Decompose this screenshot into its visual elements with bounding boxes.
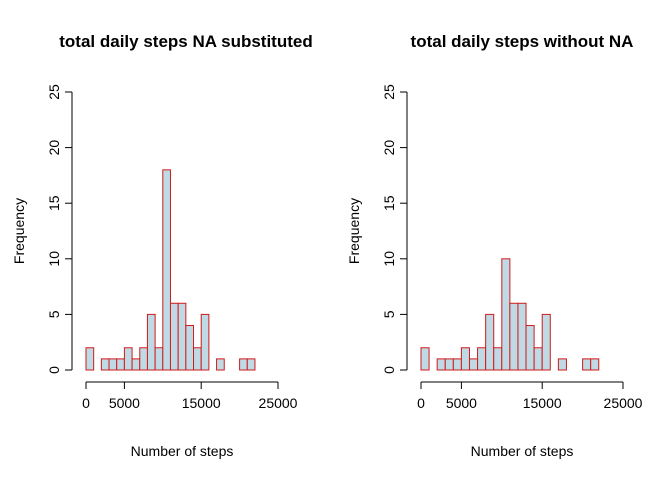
histogram-bar: [131, 358, 141, 371]
x-tick-label: 0: [82, 395, 90, 411]
histogram-bar: [460, 347, 470, 371]
histogram-bar: [582, 358, 592, 371]
histogram-bar: [517, 302, 527, 371]
y-tick-label: 15: [46, 195, 62, 211]
x-tick-label: 5000: [109, 395, 140, 411]
histogram-bar: [509, 302, 519, 371]
histogram-bar: [590, 358, 600, 371]
y-tick-label: 25: [381, 84, 397, 100]
histogram-bar: [485, 313, 495, 371]
histogram-bar: [85, 347, 95, 371]
histogram-bar: [501, 258, 511, 371]
histogram-bar: [493, 347, 503, 371]
y-axis-label: Frequency: [346, 198, 362, 264]
x-tick-label: 25000: [259, 395, 298, 411]
x-tick-label: 0: [417, 395, 425, 411]
histogram-panel-without-na: total daily steps without NA 0 5 10 15 20 25 Fr…: [346, 32, 643, 459]
histogram-bar: [452, 358, 462, 371]
histogram-bar: [477, 347, 487, 371]
y-tick-label: 10: [46, 251, 62, 267]
x-axis-label: Number of steps: [471, 443, 574, 459]
histogram-bar: [239, 358, 248, 371]
histogram-bar: [557, 358, 567, 371]
histogram-bar: [444, 358, 454, 371]
histogram-bar: [420, 347, 430, 371]
y-tick-label: 0: [381, 366, 397, 374]
histogram-bar: [246, 358, 256, 371]
y-tick-label: 5: [46, 310, 62, 318]
x-tick-label: 15000: [523, 395, 562, 411]
chart-title: total daily steps without NA: [411, 32, 634, 51]
histogram-bar: [154, 347, 164, 371]
histogram-bar: [108, 358, 118, 371]
histogram-bar: [436, 358, 446, 371]
y-tick-label: 25: [46, 84, 62, 100]
chart-title: total daily steps NA substituted: [59, 32, 312, 51]
y-tick-label: 15: [381, 195, 397, 211]
histogram-bar: [123, 347, 133, 371]
histogram-bar: [200, 313, 210, 371]
histogram-bar: [185, 325, 195, 371]
histogram-bar: [193, 347, 202, 371]
y-tick-label: 20: [381, 140, 397, 156]
x-tick-label: 5000: [446, 395, 477, 411]
y-tick-label: 10: [381, 251, 397, 267]
y-tick-label: 0: [46, 366, 62, 374]
histogram-bar: [177, 302, 187, 371]
histogram-bar: [468, 358, 479, 371]
histogram-bar: [533, 347, 543, 371]
histogram-bar: [216, 358, 225, 371]
histogram-bar: [541, 313, 551, 371]
x-tick-label: 15000: [182, 395, 221, 411]
histogram-bar: [146, 313, 156, 371]
y-tick-label: 20: [46, 140, 62, 156]
histogram-bar: [169, 302, 179, 371]
histogram-bar: [116, 358, 125, 371]
x-tick-label: 25000: [604, 395, 643, 411]
y-tick-label: 5: [381, 310, 397, 318]
x-axis-label: Number of steps: [131, 443, 234, 459]
histogram-bar: [162, 169, 171, 371]
histogram-bar: [100, 358, 110, 371]
histogram-bar: [525, 325, 535, 371]
y-axis-label: Frequency: [11, 198, 27, 264]
histogram-bar: [139, 347, 148, 371]
histogram-panel-na-substituted: total daily steps NA substituted 0 5 10 15 20…: [11, 32, 313, 459]
